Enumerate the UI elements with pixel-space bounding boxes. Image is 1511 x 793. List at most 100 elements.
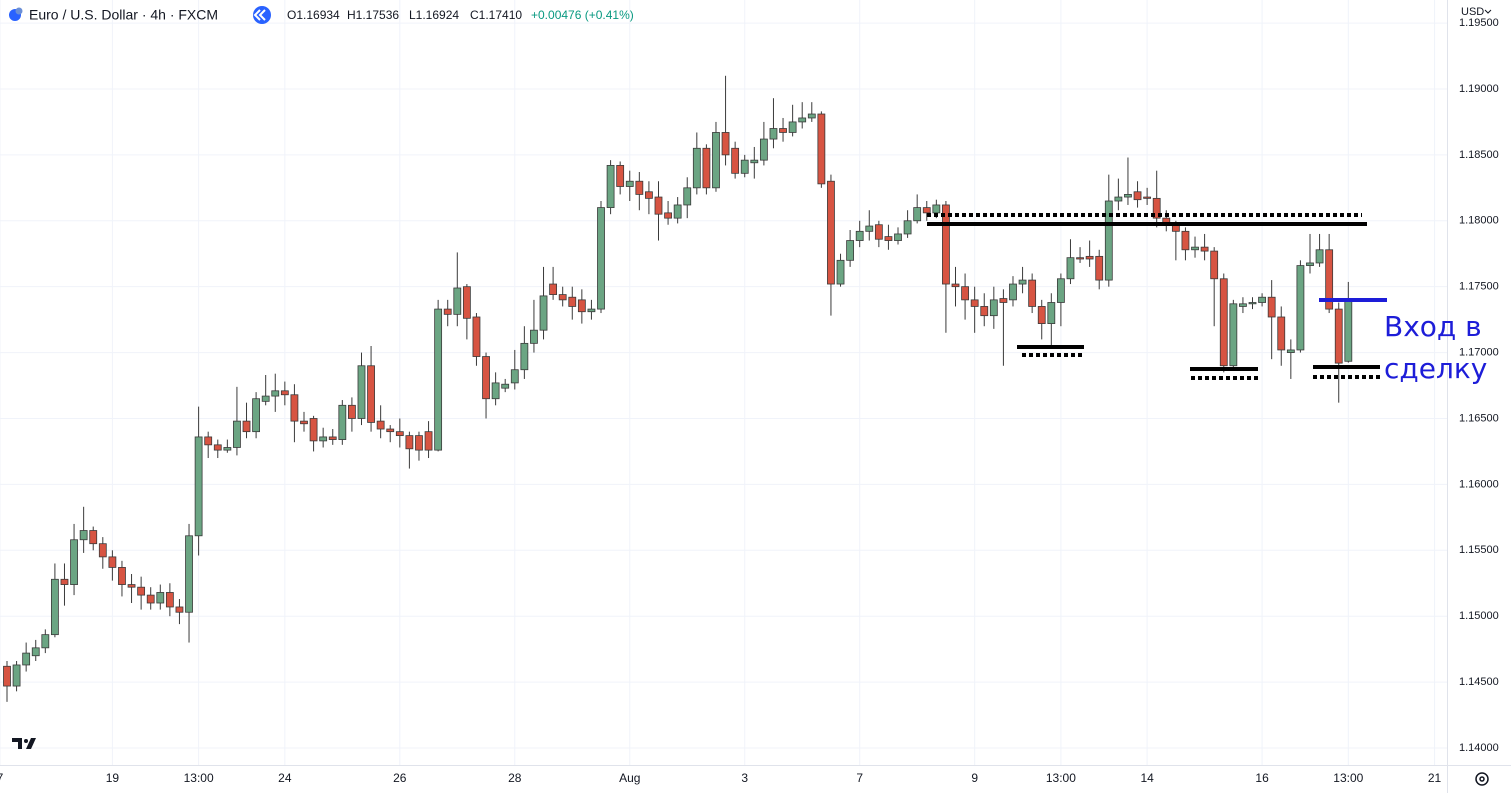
y-tick-label: 1.16500 [1459, 412, 1499, 424]
candle-body [1344, 298, 1353, 362]
x-tick-label: 19 [106, 771, 120, 785]
candle-body [70, 539, 78, 585]
candle-body [1028, 279, 1037, 307]
candle-body [22, 652, 31, 666]
candle-body [1037, 306, 1046, 324]
candle-body [271, 390, 280, 397]
candle-body [319, 436, 328, 442]
candle-body [779, 128, 787, 133]
ohlc-open: O1.16934 [287, 8, 340, 22]
candle-body [1124, 194, 1132, 198]
y-tick-label: 1.15500 [1459, 544, 1499, 556]
ohlc-low: L1.16924 [409, 8, 459, 22]
candle-body [233, 420, 241, 448]
replay-button[interactable] [253, 6, 271, 24]
candle-body [12, 664, 21, 687]
candle-body [702, 147, 711, 189]
y-tick-label: 1.15000 [1459, 610, 1499, 622]
y-tick-label: 1.16000 [1459, 478, 1499, 490]
candle-body [577, 299, 586, 313]
candle-body [1219, 278, 1228, 367]
candle-body [1191, 246, 1199, 251]
candle-body [721, 132, 730, 156]
candle-body [817, 113, 826, 185]
candle-body [932, 204, 941, 214]
candle-body [798, 117, 807, 123]
candle-body [376, 420, 385, 430]
x-tick-label: 13:00 [1046, 771, 1076, 785]
candle-body [827, 180, 835, 285]
candle-body [1056, 278, 1065, 303]
candle-body [1325, 249, 1334, 310]
candle-body [175, 606, 184, 613]
x-tick-label: 7 [0, 771, 4, 785]
candle-body [539, 295, 548, 331]
grid [0, 0, 1447, 765]
candle-body [750, 159, 759, 164]
candle-body [137, 586, 146, 596]
symbol-icon [15, 7, 23, 15]
candle-body [1229, 303, 1238, 367]
candle-body [280, 390, 289, 396]
candle-body [645, 191, 653, 199]
candle-body [194, 436, 203, 537]
candle-body [89, 530, 98, 545]
candle-body [1200, 246, 1209, 252]
candle-body [242, 420, 251, 433]
axes: 1.14000 1.14500 1.15000 1.15500 1.16000 1.165… [0, 17, 1499, 785]
candle-body [692, 147, 701, 189]
candle-body [673, 204, 682, 219]
x-tick-label: 16 [1255, 771, 1269, 785]
x-tick-label: 24 [278, 771, 292, 785]
candle-body [884, 236, 893, 241]
x-tick-label: 28 [508, 771, 522, 785]
candle-body [213, 444, 222, 451]
candle-body [874, 224, 883, 240]
candle-body [712, 132, 720, 189]
candle-body [1152, 197, 1161, 219]
y-tick-label: 1.18000 [1459, 215, 1499, 227]
logo [12, 738, 36, 749]
candle-body [41, 634, 50, 649]
candle-body [60, 578, 69, 585]
candle-body [1085, 255, 1094, 260]
candle-body [769, 128, 778, 140]
candle-body [338, 404, 347, 440]
candle-body [558, 294, 567, 301]
candle-body [1258, 296, 1266, 303]
candle-body [472, 316, 481, 357]
candle-body [501, 383, 510, 389]
x-tick-label: 9 [971, 771, 978, 785]
candle-body [165, 592, 174, 608]
replay-icon [253, 9, 266, 21]
candle-body [942, 204, 950, 285]
candle-body [740, 159, 749, 174]
candle-body [894, 233, 902, 241]
candle-body [424, 431, 433, 451]
currency-label[interactable]: USD [1461, 6, 1484, 18]
candle-body [1296, 265, 1305, 351]
currency-chevron [1484, 9, 1492, 14]
candle-body [261, 395, 270, 402]
symbol-title: Euro / U.S. Dollar · 4h · FXCM [29, 7, 218, 23]
candle-body [223, 447, 232, 451]
candle-body [587, 308, 596, 313]
candle-body [683, 187, 692, 206]
candle-body [951, 283, 960, 288]
y-tick-label: 1.17500 [1459, 281, 1499, 293]
candle-body [1047, 302, 1056, 324]
y-tick-label: 1.14500 [1459, 676, 1499, 688]
candle-body [846, 240, 855, 261]
candle-body [491, 382, 500, 400]
candle-body [357, 365, 366, 419]
candle-body [290, 394, 299, 422]
settings-icon[interactable] [1475, 772, 1489, 786]
candle-body [1239, 303, 1247, 307]
candle-body [1143, 196, 1152, 199]
x-tick-label: Aug [619, 771, 640, 785]
drawings [927, 213, 1387, 380]
candle-body [108, 556, 117, 568]
candle-body [348, 404, 356, 419]
candle-body [731, 147, 740, 174]
